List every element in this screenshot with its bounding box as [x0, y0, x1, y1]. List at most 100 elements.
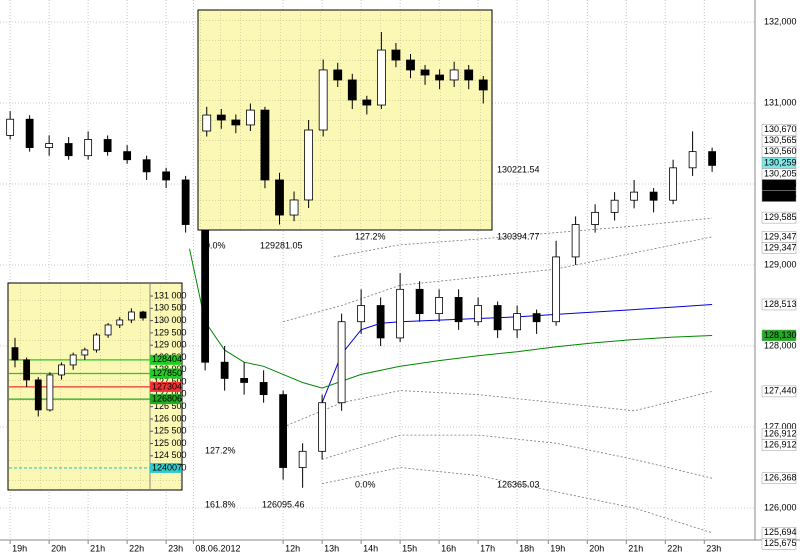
- price-tag: [761, 298, 797, 311]
- candle-body: [357, 305, 366, 323]
- candle-body: [104, 324, 112, 336]
- x-tick-label: 08.06.2012: [195, 543, 240, 553]
- candle-body: [34, 379, 42, 411]
- candle-body: [630, 191, 639, 201]
- x-tick-label: 19h: [550, 543, 565, 553]
- candle-body: [220, 361, 229, 379]
- level-tag-label: 126806: [152, 394, 182, 404]
- candle-body: [142, 159, 151, 173]
- candle-body: [688, 151, 697, 169]
- y-tick-label: 127 000: [154, 389, 187, 399]
- candle-body: [25, 118, 34, 148]
- x-tick-label: 20h: [51, 543, 66, 553]
- candle-body: [45, 143, 54, 148]
- candle-body: [449, 69, 459, 81]
- price-tag-label: 130,670: [764, 124, 797, 134]
- price-tag: [761, 439, 797, 451]
- candle-body: [181, 179, 190, 225]
- y-tick-label: 128,000: [764, 340, 797, 350]
- fib-label: 126365.03: [497, 479, 540, 489]
- fib-label: 126095.46: [262, 499, 305, 509]
- fib-label: 0.0%: [205, 240, 226, 250]
- price-tag-label: 129,347: [764, 242, 797, 252]
- candle-body: [64, 143, 73, 157]
- level-tag: [150, 462, 181, 473]
- x-tick-label: 19h: [12, 543, 27, 553]
- overlay-line: [189, 248, 713, 389]
- x-tick-label: 16h: [441, 543, 456, 553]
- candle-body: [23, 359, 31, 381]
- candle-body: [123, 151, 132, 161]
- candle-body: [93, 334, 100, 351]
- overlay-line: [282, 390, 713, 428]
- candle-body: [435, 297, 444, 315]
- y-tick-label: 131,000: [764, 97, 797, 107]
- candle-body: [362, 99, 372, 106]
- overlay-line: [322, 467, 713, 534]
- fib-label: 130221.54: [497, 164, 540, 174]
- candle-body: [420, 69, 430, 76]
- price-tag-label: 130,259: [764, 157, 797, 167]
- y-tick-label: 130 500: [154, 303, 187, 313]
- candle-body: [69, 354, 77, 366]
- price-tag-label: 128,130: [764, 330, 797, 340]
- price-tag: [761, 385, 797, 398]
- fib-label: 127.2%: [205, 445, 236, 455]
- candle-body: [260, 109, 270, 181]
- level-tag: [150, 381, 181, 392]
- level-tag: [150, 368, 181, 379]
- y-tick-label: 125 500: [154, 426, 187, 436]
- candle-body: [202, 114, 212, 132]
- x-tick-label: 18h: [519, 543, 534, 553]
- candle-body: [708, 151, 717, 166]
- y-tick-label: 126,000: [764, 502, 797, 512]
- candle-body: [454, 297, 463, 323]
- candle-body: [591, 211, 600, 225]
- overlay-line: [282, 236, 713, 323]
- candle-body: [493, 305, 502, 331]
- price-tag-label: 125,694: [764, 527, 797, 537]
- price-tag-label: 130,205: [764, 168, 797, 178]
- candle-body: [669, 167, 678, 201]
- candle-body: [415, 288, 424, 315]
- candle-body: [81, 349, 89, 356]
- inset-frame: [197, 9, 493, 231]
- overlay-line: [333, 217, 713, 258]
- level-tag: [150, 394, 181, 405]
- fib-label: 130394.77: [497, 231, 540, 241]
- price-tag-label: 130,565: [764, 135, 797, 145]
- price-tag: [761, 538, 797, 550]
- candle-body: [406, 59, 415, 71]
- fib-label: 161.8%: [205, 499, 236, 509]
- candle-body: [610, 199, 619, 213]
- price-tag: [761, 472, 797, 484]
- price-tag-label: 129,347: [764, 231, 797, 241]
- candle-body: [464, 69, 474, 81]
- x-tick-label: 21h: [628, 543, 643, 553]
- candle-body: [532, 313, 541, 323]
- candle-body: [333, 69, 343, 81]
- y-tick-label: 129 000: [154, 340, 187, 350]
- price-tag-label: 130,205: [764, 190, 797, 200]
- candle-body: [245, 109, 255, 126]
- candle-body: [127, 311, 135, 321]
- price-tag-label: 127,440: [764, 386, 797, 396]
- y-tick-label: 127,000: [764, 421, 797, 431]
- candle-body: [552, 256, 561, 323]
- level-tag-label: 124007: [152, 462, 182, 472]
- y-tick-label: 129 500: [154, 327, 187, 337]
- y-tick-label: 131 000: [154, 290, 187, 300]
- y-tick-label: 125 000: [154, 438, 187, 448]
- candle-body: [289, 199, 299, 216]
- candle-body: [478, 79, 488, 91]
- candle-body: [139, 311, 147, 319]
- candle-body: [304, 129, 314, 201]
- candle-body: [435, 74, 445, 81]
- candle-body: [11, 347, 19, 361]
- candle-body: [298, 450, 307, 468]
- candle-body: [474, 305, 483, 323]
- x-tick-label: 21h: [90, 543, 105, 553]
